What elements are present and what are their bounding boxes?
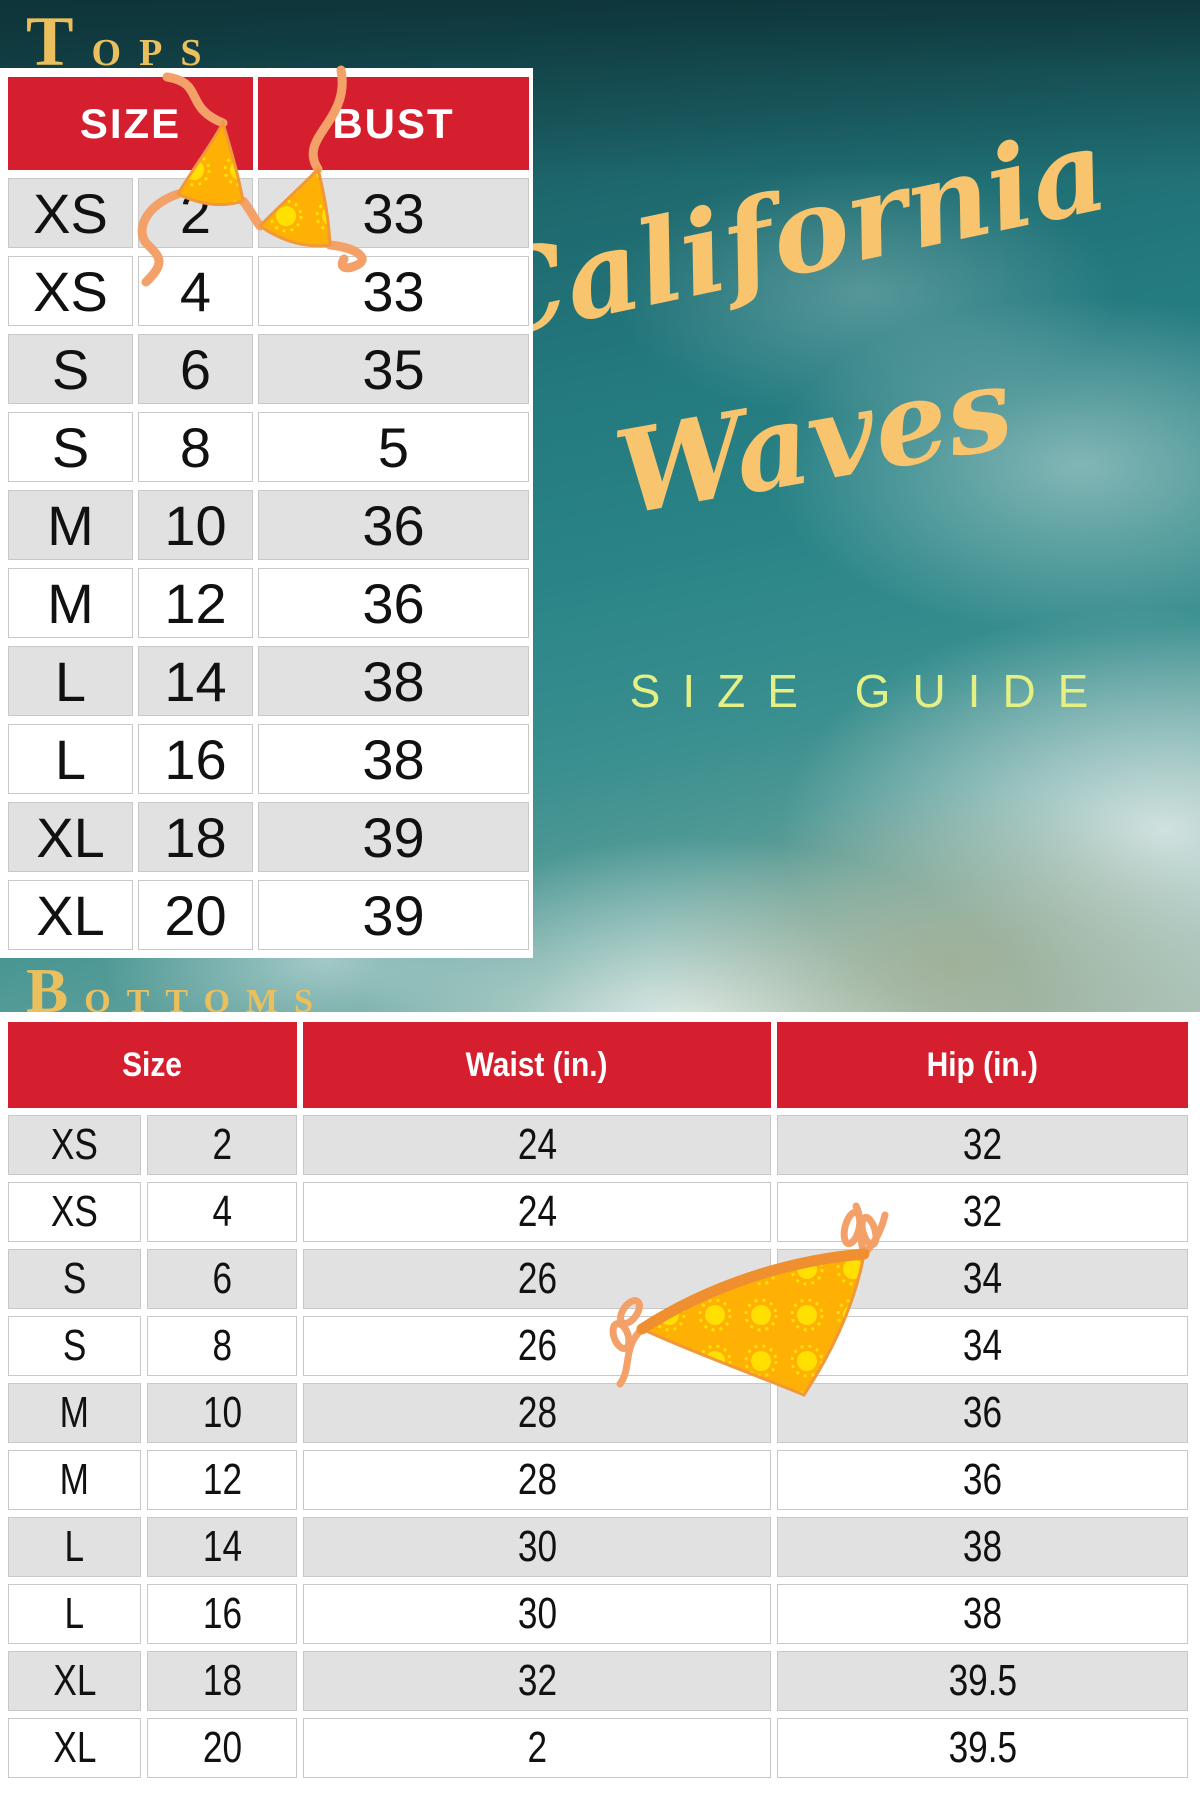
size-label-cell: XL: [8, 802, 133, 872]
waist-cell: 32: [303, 1651, 771, 1711]
waist-cell: 30: [303, 1517, 771, 1577]
bottoms-header-size: Size: [8, 1022, 297, 1108]
size-number-cell: 18: [138, 802, 253, 872]
hip-cell: 39.5: [777, 1651, 1188, 1711]
size-number-cell: 8: [147, 1316, 297, 1376]
hip-cell: 36: [777, 1383, 1188, 1443]
size-number-cell: 8: [138, 412, 253, 482]
size-label-cell: XS: [8, 256, 133, 326]
size-label-cell: L: [8, 1584, 141, 1644]
waist-cell: 28: [303, 1450, 771, 1510]
header-label: Hip (in.): [926, 1045, 1039, 1084]
size-label-cell: L: [8, 724, 133, 794]
hip-cell: 38: [777, 1517, 1188, 1577]
bikini-bottom-icon: [609, 1202, 889, 1397]
size-number-cell: 20: [147, 1718, 297, 1778]
size-number-cell: 20: [138, 880, 253, 950]
bust-cell: 33: [258, 256, 529, 326]
hip-cell: 32: [777, 1115, 1188, 1175]
size-number-cell: 12: [138, 568, 253, 638]
size-label-cell: S: [8, 1249, 141, 1309]
size-number-cell: 14: [138, 646, 253, 716]
waist-cell: 24: [303, 1182, 771, 1242]
tops-header-bust: BUST: [258, 77, 529, 170]
size-label-cell: XS: [8, 178, 133, 248]
header-label: Size: [122, 1045, 183, 1084]
size-guide-subtitle: SIZE GUIDE: [629, 665, 1111, 717]
bust-cell: 35: [258, 334, 529, 404]
bust-cell: 38: [258, 724, 529, 794]
bikini-top-icon: [137, 65, 367, 287]
size-label-cell: L: [8, 646, 133, 716]
waist-cell: 2: [303, 1718, 771, 1778]
hip-cell: 39.5: [777, 1718, 1188, 1778]
size-number-cell: 6: [147, 1249, 297, 1309]
size-label-cell: L: [8, 1517, 141, 1577]
tops-header-size: SIZE: [8, 77, 253, 170]
tops-section-title: Tops: [26, 2, 220, 81]
header-label: Waist (in.): [466, 1045, 608, 1084]
size-number-cell: 18: [147, 1651, 297, 1711]
size-number-cell: 2: [147, 1115, 297, 1175]
bust-cell: 36: [258, 568, 529, 638]
size-number-cell: 4: [147, 1182, 297, 1242]
size-label-cell: XS: [8, 1115, 141, 1175]
hip-cell: 38: [777, 1584, 1188, 1644]
size-number-cell: 16: [147, 1584, 297, 1644]
size-number-cell: 16: [138, 724, 253, 794]
bust-cell: 39: [258, 880, 529, 950]
hip-cell: 34: [777, 1316, 1188, 1376]
bust-cell: 36: [258, 490, 529, 560]
size-label-cell: M: [8, 568, 133, 638]
size-label-cell: XL: [8, 1718, 141, 1778]
size-number-cell: 12: [147, 1450, 297, 1510]
size-number-cell: 14: [147, 1517, 297, 1577]
waist-cell: 28: [303, 1383, 771, 1443]
bottoms-header-hip: Hip (in.): [777, 1022, 1188, 1108]
waist-cell: 30: [303, 1584, 771, 1644]
size-label-cell: XL: [8, 880, 133, 950]
size-label-cell: M: [8, 1450, 141, 1510]
size-label-cell: S: [8, 1316, 141, 1376]
bust-cell: 5: [258, 412, 529, 482]
size-label-cell: M: [8, 490, 133, 560]
size-label-cell: S: [8, 334, 133, 404]
size-label-cell: XS: [8, 1182, 141, 1242]
tops-size-table: SIZE BUST XS 2 33 XS 4 33 S 6 35 S 8 5 M…: [0, 68, 533, 958]
size-label-cell: S: [8, 412, 133, 482]
bust-cell: 38: [258, 646, 529, 716]
size-number-cell: 6: [138, 334, 253, 404]
size-number-cell: 10: [138, 490, 253, 560]
hip-cell: 36: [777, 1450, 1188, 1510]
bottoms-header-waist: Waist (in.): [303, 1022, 771, 1108]
bottoms-size-table: Size Waist (in.) Hip (in.) XS 2 24 32 XS…: [0, 1012, 1200, 1800]
waist-cell: 24: [303, 1115, 771, 1175]
size-label-cell: XL: [8, 1651, 141, 1711]
bust-cell: 39: [258, 802, 529, 872]
size-number-cell: 10: [147, 1383, 297, 1443]
size-label-cell: M: [8, 1383, 141, 1443]
